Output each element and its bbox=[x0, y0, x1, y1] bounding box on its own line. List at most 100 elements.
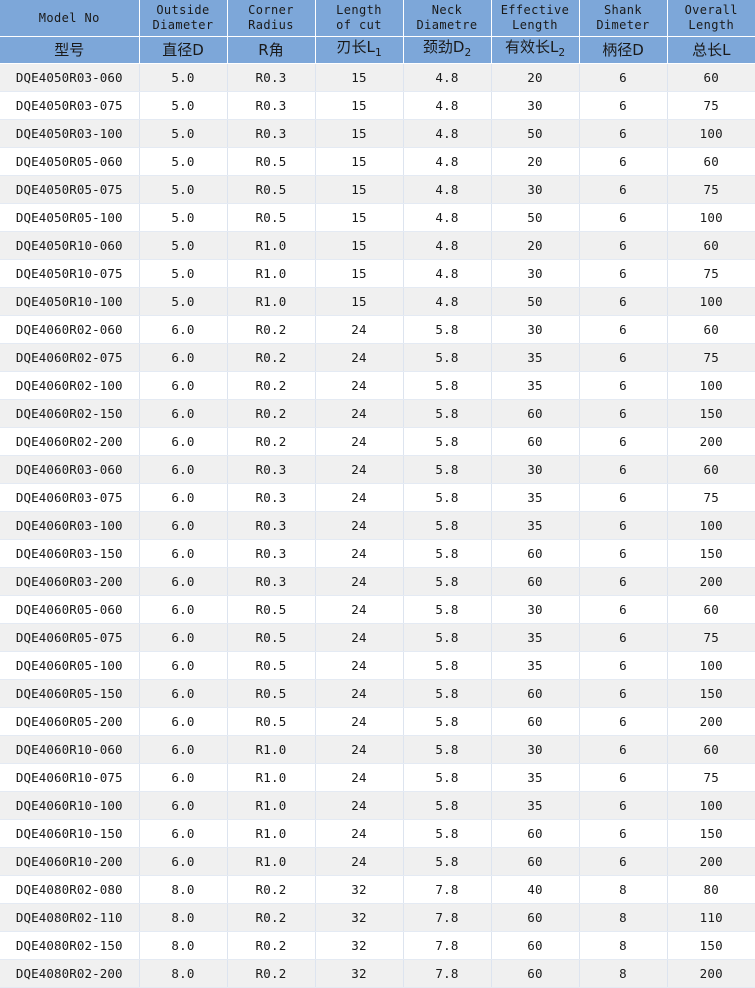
cell-neck_diameter: 5.8 bbox=[403, 456, 491, 484]
cell-shank_diameter: 6 bbox=[579, 736, 667, 764]
cell-outside_diameter: 6.0 bbox=[139, 652, 227, 680]
cell-corner_radius: R1.0 bbox=[227, 288, 315, 316]
cell-effective_length: 50 bbox=[491, 204, 579, 232]
cell-overall_length: 150 bbox=[667, 400, 755, 428]
cell-shank_diameter: 6 bbox=[579, 764, 667, 792]
cell-model: DQE4060R10-100 bbox=[0, 792, 139, 820]
header-line-2: Radius bbox=[228, 18, 315, 33]
cell-neck_diameter: 7.8 bbox=[403, 932, 491, 960]
cell-overall_length: 200 bbox=[667, 568, 755, 596]
cell-length_of_cut: 15 bbox=[315, 260, 403, 288]
cell-neck_diameter: 7.8 bbox=[403, 960, 491, 988]
header-line-1: Neck bbox=[404, 3, 491, 18]
cell-neck_diameter: 4.8 bbox=[403, 64, 491, 92]
cell-corner_radius: R0.2 bbox=[227, 316, 315, 344]
cell-corner_radius: R0.2 bbox=[227, 960, 315, 988]
cell-length_of_cut: 15 bbox=[315, 92, 403, 120]
cell-length_of_cut: 24 bbox=[315, 764, 403, 792]
cell-overall_length: 150 bbox=[667, 540, 755, 568]
cell-overall_length: 100 bbox=[667, 512, 755, 540]
cell-outside_diameter: 6.0 bbox=[139, 344, 227, 372]
cell-length_of_cut: 24 bbox=[315, 568, 403, 596]
cell-effective_length: 35 bbox=[491, 484, 579, 512]
cell-overall_length: 150 bbox=[667, 680, 755, 708]
cell-corner_radius: R1.0 bbox=[227, 764, 315, 792]
cell-effective_length: 30 bbox=[491, 596, 579, 624]
cell-neck_diameter: 4.8 bbox=[403, 176, 491, 204]
cell-overall_length: 75 bbox=[667, 764, 755, 792]
cell-effective_length: 30 bbox=[491, 736, 579, 764]
cell-overall_length: 75 bbox=[667, 344, 755, 372]
header-cn-subscript: 1 bbox=[375, 46, 382, 59]
cell-outside_diameter: 8.0 bbox=[139, 932, 227, 960]
cell-model: DQE4060R05-075 bbox=[0, 624, 139, 652]
header-line-1: Overall bbox=[668, 3, 755, 18]
cell-model: DQE4060R05-060 bbox=[0, 596, 139, 624]
cell-overall_length: 100 bbox=[667, 120, 755, 148]
cell-corner_radius: R1.0 bbox=[227, 792, 315, 820]
cell-length_of_cut: 24 bbox=[315, 344, 403, 372]
cell-effective_length: 60 bbox=[491, 680, 579, 708]
cell-shank_diameter: 6 bbox=[579, 232, 667, 260]
cell-outside_diameter: 5.0 bbox=[139, 232, 227, 260]
cell-effective_length: 50 bbox=[491, 120, 579, 148]
cell-outside_diameter: 5.0 bbox=[139, 120, 227, 148]
cell-model: DQE4060R05-100 bbox=[0, 652, 139, 680]
cell-shank_diameter: 6 bbox=[579, 288, 667, 316]
cell-neck_diameter: 5.8 bbox=[403, 680, 491, 708]
cell-neck_diameter: 4.8 bbox=[403, 120, 491, 148]
cell-model: DQE4060R02-200 bbox=[0, 428, 139, 456]
cell-model: DQE4060R03-150 bbox=[0, 540, 139, 568]
cell-model: DQE4060R10-075 bbox=[0, 764, 139, 792]
header-line-1: Effective bbox=[492, 3, 579, 18]
cell-model: DQE4050R03-075 bbox=[0, 92, 139, 120]
cell-neck_diameter: 5.8 bbox=[403, 372, 491, 400]
cell-neck_diameter: 7.8 bbox=[403, 876, 491, 904]
cell-shank_diameter: 8 bbox=[579, 876, 667, 904]
cell-overall_length: 60 bbox=[667, 316, 755, 344]
cell-effective_length: 40 bbox=[491, 876, 579, 904]
cell-effective_length: 60 bbox=[491, 428, 579, 456]
header-cn-label: 型号 bbox=[54, 41, 84, 59]
cell-neck_diameter: 4.8 bbox=[403, 204, 491, 232]
cell-overall_length: 75 bbox=[667, 260, 755, 288]
cell-shank_diameter: 6 bbox=[579, 204, 667, 232]
cell-shank_diameter: 6 bbox=[579, 596, 667, 624]
cell-effective_length: 30 bbox=[491, 176, 579, 204]
cell-outside_diameter: 6.0 bbox=[139, 428, 227, 456]
cell-shank_diameter: 6 bbox=[579, 848, 667, 876]
cell-overall_length: 100 bbox=[667, 204, 755, 232]
cell-outside_diameter: 6.0 bbox=[139, 848, 227, 876]
cell-length_of_cut: 24 bbox=[315, 652, 403, 680]
cell-outside_diameter: 6.0 bbox=[139, 512, 227, 540]
cell-outside_diameter: 6.0 bbox=[139, 736, 227, 764]
header-cn-subscript: 2 bbox=[464, 46, 471, 59]
cell-length_of_cut: 15 bbox=[315, 232, 403, 260]
cell-outside_diameter: 5.0 bbox=[139, 92, 227, 120]
cell-effective_length: 30 bbox=[491, 92, 579, 120]
cell-overall_length: 100 bbox=[667, 792, 755, 820]
header-line-2: Length bbox=[668, 18, 755, 33]
cell-effective_length: 60 bbox=[491, 960, 579, 988]
cell-outside_diameter: 6.0 bbox=[139, 792, 227, 820]
cell-effective_length: 35 bbox=[491, 624, 579, 652]
cell-model: DQE4060R03-060 bbox=[0, 456, 139, 484]
cell-shank_diameter: 6 bbox=[579, 92, 667, 120]
cell-outside_diameter: 5.0 bbox=[139, 176, 227, 204]
cell-shank_diameter: 6 bbox=[579, 568, 667, 596]
cell-corner_radius: R1.0 bbox=[227, 820, 315, 848]
cell-neck_diameter: 5.8 bbox=[403, 316, 491, 344]
cell-effective_length: 60 bbox=[491, 848, 579, 876]
cell-shank_diameter: 6 bbox=[579, 820, 667, 848]
cell-outside_diameter: 5.0 bbox=[139, 288, 227, 316]
